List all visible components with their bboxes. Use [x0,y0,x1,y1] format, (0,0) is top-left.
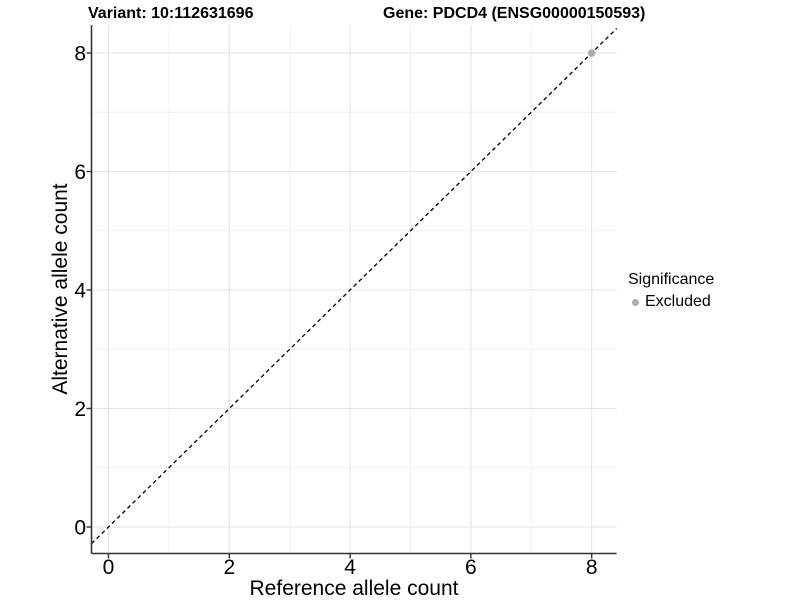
x-tick-label: 2 [223,556,235,579]
x-tick-label: 4 [344,556,356,579]
legend-item-label: Excluded [645,293,711,310]
legend: Significance Excluded [628,270,714,311]
data-point [587,49,596,57]
x-tick-label: 0 [103,556,115,579]
y-tick-label: 0 [74,517,86,540]
x-axis-label: Reference allele count [249,577,459,600]
excluded-point-swatch [632,298,639,306]
variant-title: Variant: 10:112631696 [88,5,254,22]
y-tick-label: 8 [74,43,86,66]
gene-title: Gene: PDCD4 (ENSG00000150593) [383,5,646,22]
y-tick-label: 2 [74,398,86,421]
y-tick-label: 6 [74,161,86,184]
identity-line [91,28,618,545]
legend-item-excluded: Excluded [628,293,714,311]
legend-title: Significance [628,271,715,288]
x-tick-label: 6 [465,556,477,579]
y-axis-label: Alternative allele count [49,183,72,395]
y-tick-label: 4 [74,280,86,303]
x-tick-label: 8 [586,556,598,579]
